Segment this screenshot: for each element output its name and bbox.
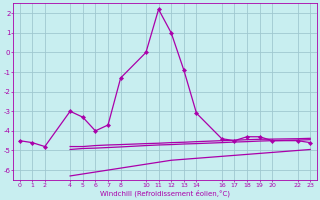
X-axis label: Windchill (Refroidissement éolien,°C): Windchill (Refroidissement éolien,°C) — [100, 189, 230, 197]
